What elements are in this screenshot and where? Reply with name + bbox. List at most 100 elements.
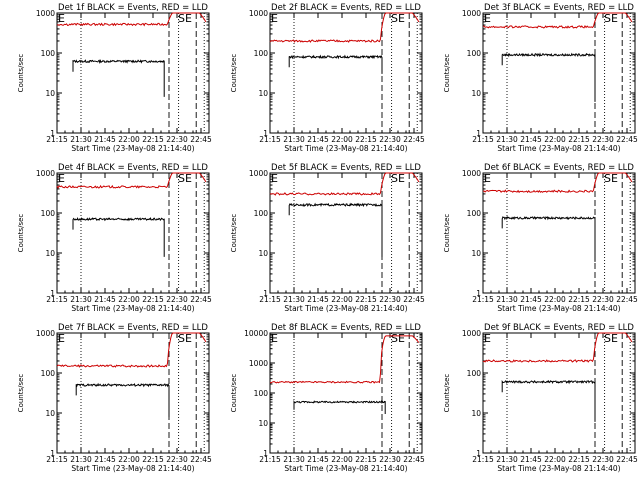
lld-series-line — [482, 172, 633, 194]
x-axis-label: Start Time (23-May-08 21:14:40) — [71, 464, 194, 473]
events-series-line — [288, 54, 383, 74]
plot-frame — [269, 172, 423, 294]
x-tick-label: 21:45 — [307, 455, 329, 464]
x-axis-label: Start Time (23-May-08 21:14:40) — [71, 144, 194, 153]
y-tick-label: 1000 — [462, 169, 481, 178]
chart-title: Det 5f BLACK = Events, RED = LLD — [271, 163, 421, 173]
events-series-line — [75, 382, 170, 417]
x-tick-label: 22:45 — [403, 455, 425, 464]
detector-panel: Det 4f BLACK = Events, RED = LLD 1 10 100 10… — [17, 163, 212, 313]
x-tick-label: 22:00 — [118, 455, 140, 464]
x-tick-label: 21:45 — [520, 135, 542, 144]
lld-series-line — [269, 335, 420, 384]
plot-frame — [482, 332, 636, 454]
x-tick-label: 21:30 — [283, 455, 305, 464]
lld-series-line — [482, 332, 633, 363]
detector-panel: Det 9f BLACK = Events, RED = LLD 1 10 100 10… — [443, 323, 638, 473]
lld-series-line — [482, 12, 633, 29]
x-tick-label: 22:00 — [544, 295, 566, 304]
y-tick-label: 10 — [45, 249, 55, 258]
chart-title: Det 8f BLACK = Events, RED = LLD — [271, 323, 421, 333]
x-tick-label: 22:45 — [403, 295, 425, 304]
x-tick-label: 21:30 — [283, 135, 305, 144]
y-tick-label: 1000 — [249, 169, 268, 178]
y-tick-label: 10 — [258, 419, 268, 428]
x-tick-label: 22:15 — [568, 295, 590, 304]
x-tick-label: 21:15 — [259, 295, 281, 304]
y-axis-label: Counts/sec — [443, 214, 451, 253]
detector-panel: Det 5f BLACK = Events, RED = LLD 1 10 100 10… — [230, 163, 425, 313]
x-tick-label: 22:30 — [592, 455, 614, 464]
y-tick-label: 10 — [258, 89, 268, 98]
x-tick-label: 21:15 — [259, 455, 281, 464]
x-tick-label: 22:00 — [118, 135, 140, 144]
y-tick-label: 1 — [263, 449, 268, 458]
x-tick-label: 22:30 — [166, 135, 188, 144]
x-tick-label: 22:15 — [568, 455, 590, 464]
chart-title: Det 1f BLACK = Events, RED = LLD — [58, 3, 208, 13]
region-marker-label: E — [58, 332, 65, 345]
region-marker-label: SE — [178, 172, 192, 185]
region-marker-label: SE — [604, 332, 618, 345]
x-tick-label: 22:00 — [331, 295, 353, 304]
y-tick-label: 100 — [41, 49, 56, 58]
x-tick-label: 22:00 — [544, 455, 566, 464]
detector-panel: Det 8f BLACK = Events, RED = LLD 1 10 100 10… — [230, 323, 425, 473]
y-tick-label: 10 — [45, 89, 55, 98]
y-tick-label: 1000 — [462, 9, 481, 18]
y-tick-label: 1000 — [36, 169, 55, 178]
lld-series-line — [269, 12, 420, 43]
plot-frame — [482, 172, 636, 294]
region-marker-label: SE — [391, 172, 405, 185]
x-tick-label: 22:30 — [592, 135, 614, 144]
plot-frame — [56, 172, 210, 294]
y-tick-label: 1 — [50, 449, 55, 458]
x-tick-label: 21:15 — [472, 135, 494, 144]
x-tick-label: 22:15 — [355, 455, 377, 464]
y-tick-label: 1 — [263, 129, 268, 138]
x-axis-label: Start Time (23-May-08 21:14:40) — [71, 304, 194, 313]
y-tick-label: 10 — [471, 89, 481, 98]
y-tick-label: 1 — [263, 289, 268, 298]
x-tick-label: 21:30 — [283, 295, 305, 304]
detector-panel: Det 2f BLACK = Events, RED = LLD 1 10 100 10… — [230, 3, 425, 153]
y-tick-label: 1 — [50, 289, 55, 298]
y-axis-label: Counts/sec — [230, 374, 238, 413]
y-axis-label: Counts/sec — [17, 54, 25, 93]
x-tick-label: 21:30 — [70, 295, 92, 304]
x-tick-label: 22:45 — [616, 135, 638, 144]
detector-panel: Det 7f BLACK = Events, RED = LLD 1 10 100 10… — [17, 323, 212, 473]
events-series-line — [501, 52, 596, 102]
y-tick-label: 1 — [50, 129, 55, 138]
chart-title: Det 3f BLACK = Events, RED = LLD — [484, 3, 634, 13]
x-tick-label: 22:00 — [331, 135, 353, 144]
y-axis-label: Counts/sec — [443, 374, 451, 413]
x-tick-label: 22:45 — [616, 295, 638, 304]
chart-title: Det 4f BLACK = Events, RED = LLD — [58, 163, 208, 173]
region-marker-label: SE — [604, 12, 618, 25]
events-series-line — [501, 215, 596, 262]
detector-panel: Det 6f BLACK = Events, RED = LLD 1 10 100 10… — [443, 163, 638, 313]
events-series-line — [293, 400, 386, 414]
chart-title: Det 6f BLACK = Events, RED = LLD — [484, 163, 634, 173]
x-tick-label: 21:30 — [70, 135, 92, 144]
region-marker-label: E — [484, 172, 491, 185]
region-marker-label: E — [484, 332, 491, 345]
events-series-line — [501, 379, 596, 422]
x-tick-label: 21:15 — [46, 295, 68, 304]
region-marker-label: E — [58, 172, 65, 185]
x-tick-label: 22:00 — [544, 135, 566, 144]
region-marker-label: SE — [604, 172, 618, 185]
x-tick-label: 21:15 — [46, 135, 68, 144]
y-axis-label: Counts/sec — [230, 214, 238, 253]
y-tick-label: 10 — [471, 409, 481, 418]
detector-panel: Det 1f BLACK = Events, RED = LLD 1 10 100 10… — [17, 3, 212, 153]
lld-series-line — [269, 172, 420, 196]
x-tick-label: 21:15 — [259, 135, 281, 144]
events-series-line — [72, 216, 165, 257]
y-tick-label: 100 — [467, 49, 482, 58]
y-tick-label: 100 — [41, 209, 56, 218]
y-tick-label: 10 — [471, 249, 481, 258]
plot-frame — [269, 332, 423, 454]
chart-title: Det 2f BLACK = Events, RED = LLD — [271, 3, 421, 13]
